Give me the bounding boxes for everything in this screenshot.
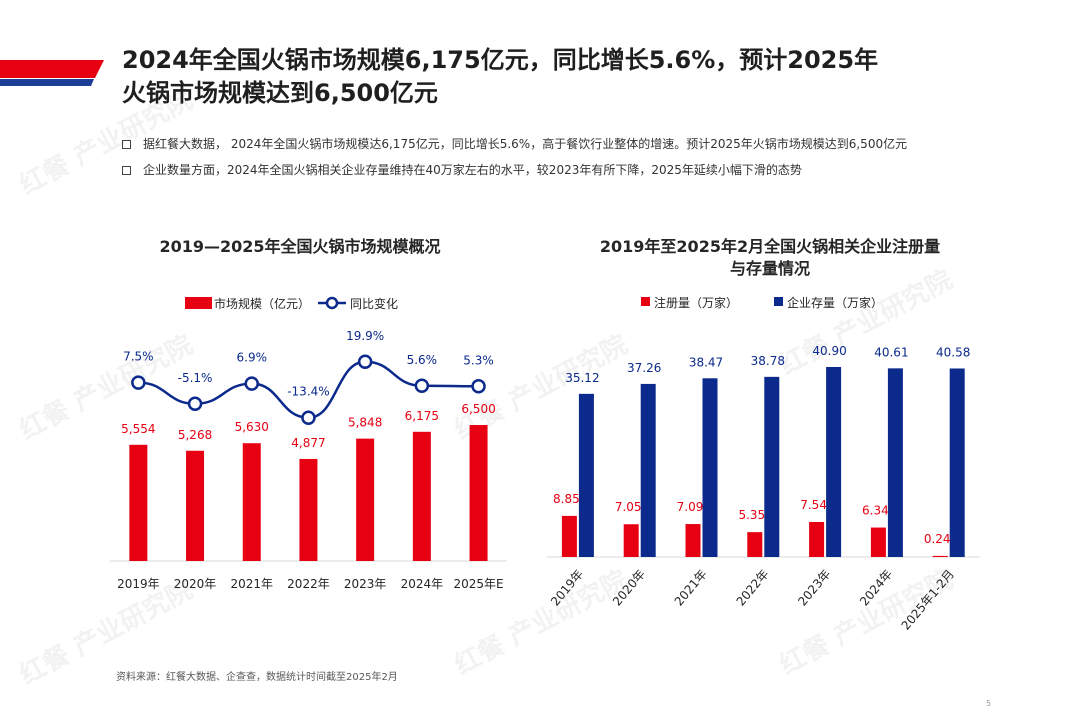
yoy-data-label: 5.3% xyxy=(463,353,494,367)
market-size-data-label: 6,175 xyxy=(405,409,439,423)
legend-marker-yoy xyxy=(325,296,339,310)
yoy-point xyxy=(414,378,430,394)
x-tick-label: 2022年 xyxy=(734,567,772,609)
legend-swatch-stock xyxy=(774,297,783,306)
x-tick-label: 2023年 xyxy=(795,567,833,609)
legend-label-market-size: 市场规模（亿元） xyxy=(214,296,310,311)
stock-data-label: 38.47 xyxy=(689,355,723,369)
summary-bullets: 据红餐大数据， 2024年全国火锅市场规模达6,175亿元，同比增长5.6%，高… xyxy=(122,136,982,188)
registration-bar xyxy=(809,521,825,557)
market-size-bar xyxy=(299,458,318,561)
x-tick-label: 2025年E xyxy=(453,577,503,591)
registration-data-label: 7.09 xyxy=(677,500,704,514)
x-tick-label: 2020年 xyxy=(174,577,217,591)
x-tick-label: 2022年 xyxy=(287,577,330,591)
registration-bar xyxy=(561,515,577,557)
watermark-text: 红餐 产业研究院 xyxy=(774,264,957,381)
stock-data-label: 38.78 xyxy=(751,354,785,368)
legend-label-yoy: 同比变化 xyxy=(350,296,398,311)
stock-bar xyxy=(764,376,780,557)
yoy-point xyxy=(357,354,373,370)
registration-bar xyxy=(685,524,701,557)
page-title: 2024年全国火锅市场规模6,175亿元，同比增长5.6%，预计2025年 火锅… xyxy=(122,46,879,107)
market-size-bar xyxy=(412,431,431,561)
x-tick-label: 2021年 xyxy=(672,567,710,609)
stock-bar xyxy=(826,367,842,557)
yoy-data-label: 6.9% xyxy=(237,351,268,365)
market-size-data-label: 4,877 xyxy=(291,436,325,450)
market-size-bar xyxy=(242,443,261,561)
stock-bar xyxy=(887,368,903,557)
x-tick-label: 2024年 xyxy=(401,577,444,591)
square-bullet-icon xyxy=(122,140,131,149)
registration-data-label: 0.24 xyxy=(924,532,951,546)
bullet-item: 据红餐大数据， 2024年全国火锅市场规模达6,175亿元，同比增长5.6%，高… xyxy=(122,136,982,153)
yoy-data-label: 5.6% xyxy=(407,353,438,367)
registration-data-label: 6.34 xyxy=(862,504,889,518)
market-size-bar xyxy=(356,438,375,561)
watermark-text: 红餐 产业研究院 xyxy=(774,564,957,681)
stock-data-label: 35.12 xyxy=(565,371,599,385)
stock-bar xyxy=(949,368,965,557)
source-note: 资料来源：红餐大数据、企查查，数据统计时间截至2025年2月 xyxy=(116,672,398,683)
stock-bar xyxy=(640,383,656,557)
yoy-data-label: -5.1% xyxy=(178,371,213,385)
market-size-bar xyxy=(129,444,148,561)
legend-label-registrations: 注册量（万家） xyxy=(654,295,738,310)
enterprise-chart-title: 2019年至2025年2月全国火锅相关企业注册量 与存量情况 xyxy=(599,237,941,278)
stock-bar xyxy=(702,378,718,557)
watermark-text: 红餐 产业研究院 xyxy=(14,84,197,201)
x-tick-label: 2019年 xyxy=(117,577,160,591)
market-size-bar xyxy=(186,450,205,561)
market-size-bar xyxy=(469,425,488,561)
registration-bar xyxy=(623,524,639,557)
x-tick-label: 2023年 xyxy=(344,577,387,591)
stock-data-label: 37.26 xyxy=(627,361,661,375)
yoy-data-label: 7.5% xyxy=(123,350,154,364)
market-size-data-label: 5,630 xyxy=(235,420,269,434)
market-size-data-label: 5,268 xyxy=(178,428,212,442)
x-tick-label: 2021年 xyxy=(230,577,273,591)
yoy-point xyxy=(244,376,259,391)
market-size-data-label: 5,848 xyxy=(348,416,382,430)
market-size-data-label: 6,500 xyxy=(461,402,495,416)
stock-bar xyxy=(578,393,594,557)
yoy-data-label: 19.9% xyxy=(346,329,384,343)
registration-data-label: 7.05 xyxy=(615,500,642,514)
yoy-point xyxy=(131,375,146,390)
bullet-text: 据红餐大数据， 2024年全国火锅市场规模达6,175亿元，同比增长5.6%，高… xyxy=(143,137,908,151)
stock-data-label: 40.90 xyxy=(812,344,846,358)
watermark-text: 红餐 产业研究院 xyxy=(14,329,197,446)
bullet-item: 企业数量方面，2024年全国火锅相关企业存量维持在40万家左右的水平，较2023… xyxy=(122,162,982,179)
square-bullet-icon xyxy=(122,166,131,175)
registration-data-label: 7.54 xyxy=(800,498,827,512)
page-number: 5 xyxy=(986,699,992,708)
registration-bar xyxy=(932,555,948,557)
yoy-point xyxy=(471,379,486,394)
yoy-point xyxy=(301,410,316,425)
registration-data-label: 8.85 xyxy=(553,492,580,506)
yoy-point xyxy=(187,396,203,412)
market-size-chart-title: 2019—2025年全国火锅市场规模概况 xyxy=(159,237,441,256)
registration-bar xyxy=(747,532,763,557)
bullet-text: 企业数量方面，2024年全国火锅相关企业存量维持在40万家左右的水平，较2023… xyxy=(143,163,802,177)
market-size-data-label: 5,554 xyxy=(121,422,155,436)
legend-swatch-registrations xyxy=(641,297,650,306)
registration-data-label: 5.35 xyxy=(738,508,765,522)
legend-label-stock: 企业存量（万家） xyxy=(787,295,883,310)
stock-data-label: 40.58 xyxy=(936,345,970,359)
header-stripe xyxy=(0,60,104,86)
yoy-data-label: -13.4% xyxy=(287,385,329,399)
registration-bar xyxy=(870,527,886,557)
stock-data-label: 40.61 xyxy=(874,345,908,359)
legend-swatch-market-size xyxy=(185,297,212,309)
